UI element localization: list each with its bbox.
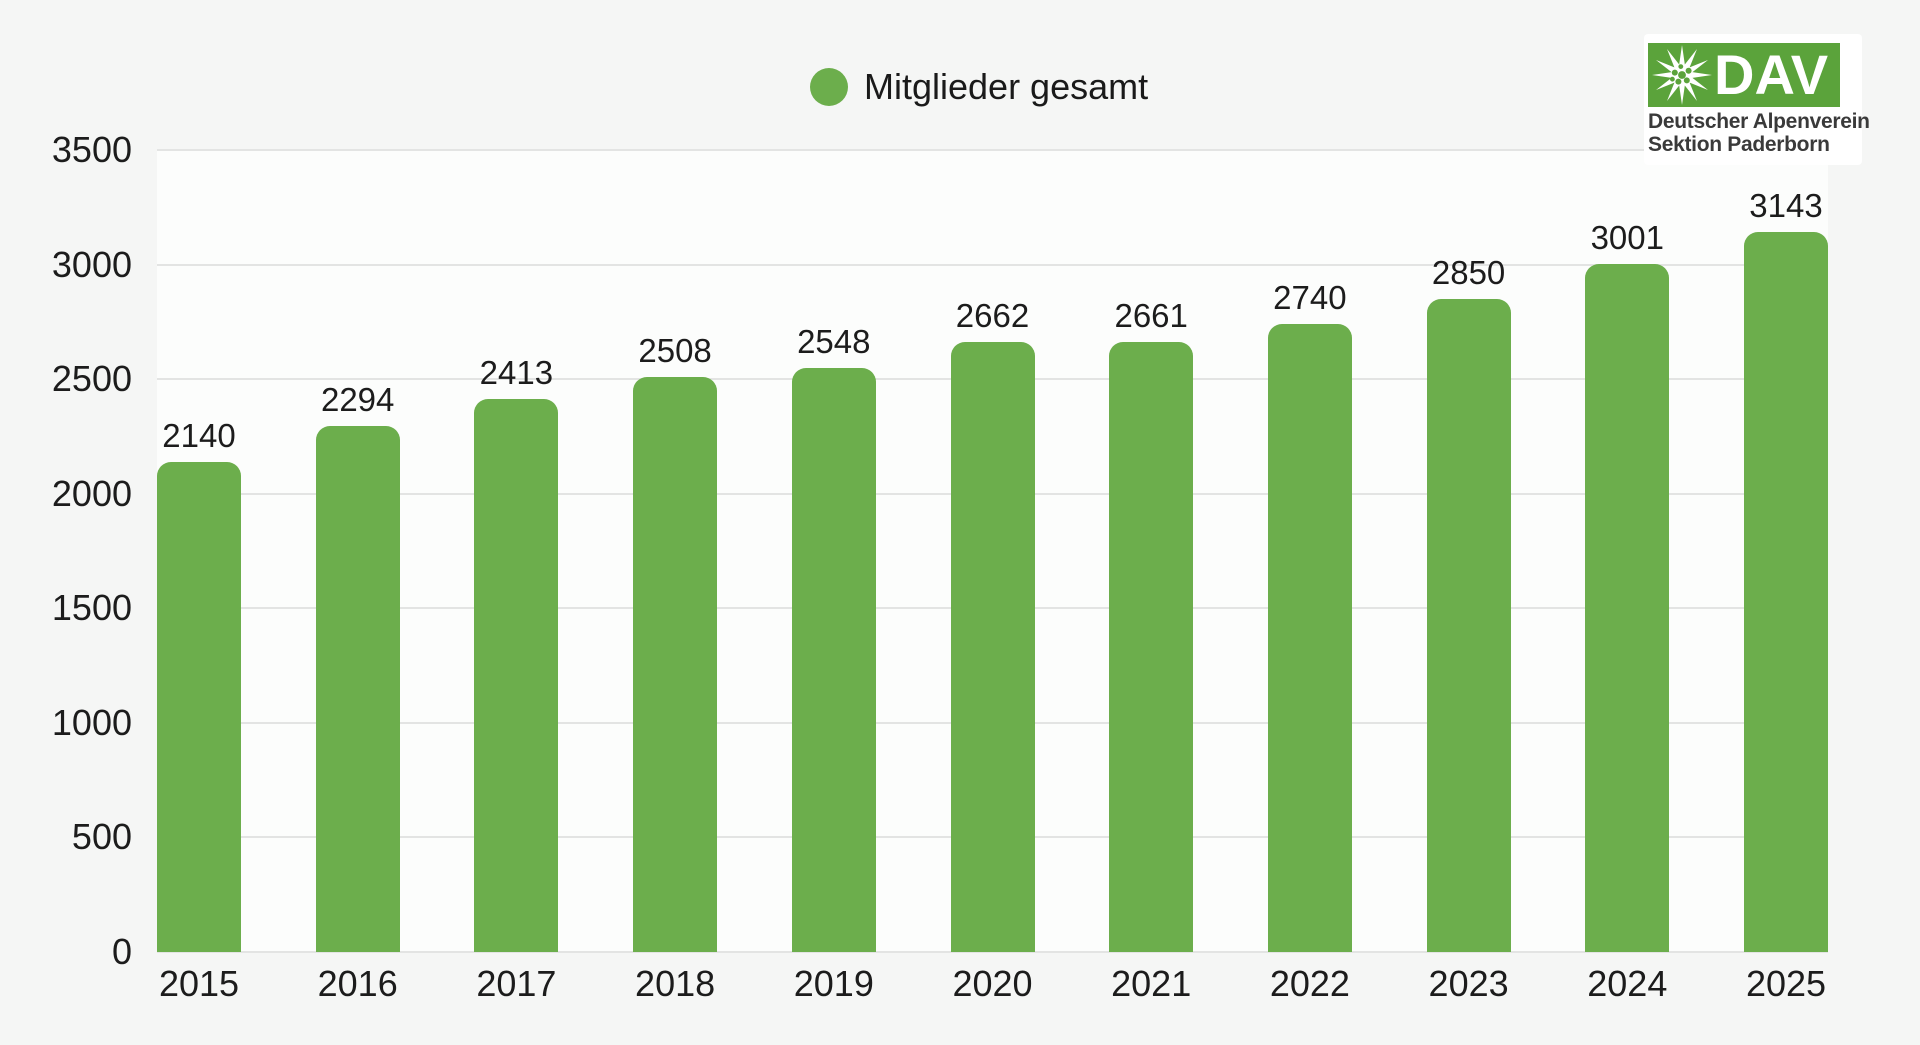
x-axis-tick-label: 2016 bbox=[317, 963, 398, 1004]
x-axis-tick-label: 2018 bbox=[635, 963, 716, 1004]
gridline bbox=[157, 149, 1828, 151]
bar-2018 bbox=[633, 377, 718, 952]
y-axis-tick-label: 3000 bbox=[51, 243, 132, 285]
legend-label: Mitglieder gesamt bbox=[864, 66, 1149, 107]
y-axis-tick-label: 1500 bbox=[51, 587, 132, 629]
bar-value-label: 2413 bbox=[479, 354, 554, 392]
x-axis-tick-label: 2025 bbox=[1745, 963, 1827, 1004]
bar-2022 bbox=[1267, 324, 1352, 952]
x-axis-tick-label: 2023 bbox=[1428, 963, 1509, 1004]
y-axis-tick-label: 500 bbox=[71, 816, 132, 858]
legend-item[interactable]: Mitglieder gesamt bbox=[810, 66, 1148, 108]
bar-value-label: 2661 bbox=[1114, 297, 1188, 335]
bar-2017 bbox=[474, 399, 559, 952]
bar-value-label: 2140 bbox=[162, 416, 236, 454]
gridline bbox=[157, 263, 1828, 266]
bar-value-label: 2548 bbox=[797, 323, 871, 361]
y-axis-tick-label: 1000 bbox=[51, 701, 132, 743]
bar-2020 bbox=[950, 342, 1035, 952]
dav-logo-line2: Sektion Paderborn bbox=[1648, 133, 1830, 156]
dav-logo-text: Deutscher Alpenverein Sektion Paderborn bbox=[1648, 110, 1870, 156]
bar-value-label: 3143 bbox=[1749, 186, 1823, 224]
bar-value-label: 2740 bbox=[1273, 279, 1347, 317]
x-axis-tick-label: 2017 bbox=[476, 963, 557, 1004]
dav-wordmark: DAV bbox=[1714, 43, 1829, 106]
x-axis-tick-label: 2021 bbox=[1111, 963, 1192, 1004]
bar-value-label: 2662 bbox=[955, 297, 1030, 335]
bar-2024 bbox=[1585, 264, 1670, 952]
bar-value-label: 2294 bbox=[320, 381, 395, 419]
y-axis-tick-label: 2000 bbox=[51, 472, 132, 514]
bar-2016 bbox=[315, 426, 400, 952]
bar-value-label: 3001 bbox=[1590, 219, 1664, 257]
bar-2021 bbox=[1109, 342, 1194, 952]
dav-logo-line1: Deutscher Alpenverein bbox=[1648, 110, 1870, 133]
y-axis-tick-label: 0 bbox=[111, 931, 132, 972]
y-axis-tick-label: 2500 bbox=[51, 358, 132, 400]
x-axis-tick-label: 2019 bbox=[793, 963, 874, 1004]
legend-marker-icon bbox=[810, 68, 848, 106]
dav-logo-box: DAV bbox=[1648, 43, 1840, 107]
edelweiss-icon bbox=[1652, 45, 1712, 105]
bar-2015 bbox=[157, 461, 241, 952]
bar-2023 bbox=[1426, 298, 1511, 952]
x-axis-tick-label: 2015 bbox=[158, 963, 240, 1004]
x-axis-tick-label: 2022 bbox=[1269, 963, 1350, 1004]
bar-value-label: 2508 bbox=[638, 332, 712, 370]
dav-logo: DAV Deutscher Alpenverein Sektion Paderb… bbox=[1644, 34, 1870, 165]
gridline bbox=[157, 951, 1828, 953]
x-axis-tick-label: 2024 bbox=[1587, 963, 1668, 1004]
x-axis-tick-label: 2020 bbox=[952, 963, 1033, 1004]
y-axis-tick-label: 3500 bbox=[51, 129, 132, 170]
bar-2019 bbox=[791, 368, 876, 952]
bar-value-label: 2850 bbox=[1431, 253, 1506, 291]
bar-2025 bbox=[1744, 231, 1828, 952]
